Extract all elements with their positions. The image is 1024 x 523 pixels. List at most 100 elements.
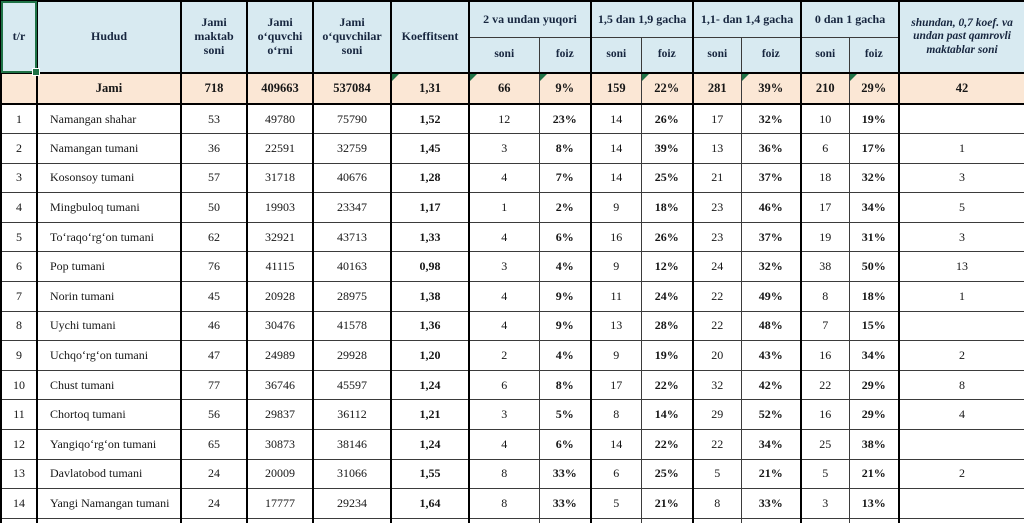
cell-s1114-foiz[interactable]: 52%	[740, 399, 802, 431]
header-group-15-19[interactable]: 1,5 dan 1,9 gacha	[590, 0, 694, 38]
cell-s01-soni[interactable]: 16	[800, 399, 850, 431]
cell-s1114-foiz[interactable]: 21%	[740, 458, 802, 490]
cell-s1519-soni[interactable]: 13	[590, 310, 642, 342]
cell-s1114-foiz[interactable]: 33%	[740, 488, 802, 519]
cell-s2plus-foiz[interactable]: 33%	[538, 488, 592, 519]
subheader-foiz[interactable]: foiz	[640, 37, 694, 74]
cell-s2plus-foiz[interactable]: 8%	[538, 133, 592, 164]
cell-s01-soni[interactable]: 18	[800, 162, 850, 194]
cell-oquvchi-orni[interactable]: 20928	[246, 281, 314, 312]
cell-s1519-soni[interactable]: 14	[590, 162, 642, 194]
cell-maktab-soni[interactable]: 77	[180, 369, 248, 401]
cell-past-maktablar[interactable]: 8	[898, 369, 1024, 401]
cell-tr[interactable]	[0, 72, 38, 105]
cell-oquvchi-orni[interactable]: 19903	[246, 192, 314, 223]
cell-s1519-soni[interactable]: 159	[590, 72, 642, 105]
cell-s1519-soni[interactable]: 17	[590, 369, 642, 401]
cell-s01-foiz[interactable]: 15%	[848, 310, 900, 342]
cell-s2plus-soni[interactable]: 66	[468, 72, 540, 105]
cell-s01-soni[interactable]: 210	[800, 72, 850, 105]
header-group-11-14[interactable]: 1,1- dan 1,4 gacha	[692, 0, 802, 38]
cell-maktab-soni[interactable]: 50	[180, 192, 248, 223]
cell-oquvchilar-soni[interactable]: 40676	[312, 162, 392, 194]
cell-hudud[interactable]	[36, 517, 182, 523]
cell-s1519-soni[interactable]: 6	[590, 458, 642, 490]
cell-s2plus-foiz[interactable]: 4%	[538, 340, 592, 371]
cell-oquvchi-orni[interactable]: 32921	[246, 221, 314, 253]
cell-s2plus-soni[interactable]: 2	[468, 340, 540, 371]
header-group-2plus[interactable]: 2 va undan yuqori	[467, 0, 592, 38]
subheader-foiz[interactable]: foiz	[848, 37, 900, 74]
cell-hudud[interactable]: Namangan shahar	[36, 103, 182, 135]
cell-s01-foiz[interactable]: 19%	[848, 103, 900, 135]
cell-koeffitsent[interactable]: 1,45	[390, 133, 470, 164]
cell-past-maktablar[interactable]: 3	[898, 162, 1024, 194]
cell-oquvchilar-soni[interactable]: 31066	[312, 458, 392, 490]
cell-oquvchilar-soni[interactable]: 40163	[312, 251, 392, 283]
cell-s1114-foiz[interactable]: 46%	[740, 192, 802, 223]
cell-maktab-soni[interactable]: 718	[180, 72, 248, 105]
cell-s01-soni[interactable]	[800, 517, 850, 523]
cell-oquvchilar-soni[interactable]: 75790	[312, 103, 392, 135]
cell-hudud[interactable]: Yangi Namangan tumani	[36, 488, 182, 519]
subheader-foiz[interactable]: foiz	[740, 37, 802, 74]
cell-past-maktablar[interactable]	[898, 488, 1024, 519]
cell-s2plus-foiz[interactable]: 7%	[538, 162, 592, 194]
cell-s1519-foiz[interactable]: 22%	[640, 429, 694, 460]
cell-tr[interactable]: 1	[0, 103, 38, 135]
cell-koeffitsent[interactable]: 1,31	[390, 72, 470, 105]
cell-past-maktablar[interactable]	[898, 517, 1024, 523]
cell-tr[interactable]: 7	[0, 281, 38, 312]
header-cell-hudud[interactable]: Hudud	[36, 0, 182, 74]
cell-s2plus-soni[interactable]: 4	[468, 310, 540, 342]
cell-past-maktablar[interactable]: 1	[898, 133, 1024, 164]
cell-oquvchilar-soni[interactable]: 41578	[312, 310, 392, 342]
cell-koeffitsent[interactable]: 1,28	[390, 162, 470, 194]
cell-oquvchilar-soni[interactable]: 28975	[312, 281, 392, 312]
cell-s1114-foiz[interactable]: 34%	[740, 429, 802, 460]
cell-s1114-soni[interactable]: 8	[692, 488, 742, 519]
cell-s1114-soni[interactable]: 20	[692, 340, 742, 371]
cell-past-maktablar[interactable]: 2	[898, 340, 1024, 371]
cell-s1519-foiz[interactable]: 26%	[640, 221, 694, 253]
cell-hudud[interactable]: Namangan tumani	[36, 133, 182, 164]
cell-maktab-soni[interactable]: 62	[180, 221, 248, 253]
cell-s1114-soni[interactable]: 29	[692, 399, 742, 431]
cell-s01-soni[interactable]: 17	[800, 192, 850, 223]
cell-s01-soni[interactable]: 6	[800, 133, 850, 164]
cell-hudud[interactable]: Yangiqo‘rg‘on tumani	[36, 429, 182, 460]
cell-maktab-soni[interactable]: 57	[180, 162, 248, 194]
header-cell-oquvchi-orni[interactable]: Jami o‘quvchi o‘rni	[246, 0, 314, 74]
cell-s01-foiz[interactable]: 21%	[848, 458, 900, 490]
subheader-soni[interactable]: soni	[800, 37, 850, 74]
cell-s1114-foiz[interactable]: 42%	[740, 369, 802, 401]
cell-s1519-foiz[interactable]: 22%	[640, 72, 694, 105]
cell-s1114-soni[interactable]: 32	[692, 369, 742, 401]
cell-koeffitsent[interactable]: 1,24	[390, 369, 470, 401]
cell-s1114-foiz[interactable]	[740, 517, 802, 523]
cell-koeffitsent[interactable]: 1,52	[390, 103, 470, 135]
cell-s1519-foiz[interactable]: 21%	[640, 488, 694, 519]
cell-oquvchi-orni[interactable]: 36746	[246, 369, 314, 401]
cell-s1114-soni[interactable]: 23	[692, 221, 742, 253]
cell-s2plus-soni[interactable]: 4	[468, 281, 540, 312]
cell-s01-soni[interactable]: 5	[800, 458, 850, 490]
cell-s1519-soni[interactable]: 9	[590, 192, 642, 223]
header-cell-maktab-soni[interactable]: Jami maktab soni	[180, 0, 248, 74]
cell-oquvchi-orni[interactable]: 30873	[246, 429, 314, 460]
subheader-soni[interactable]: soni	[692, 37, 742, 74]
cell-s1519-foiz[interactable]: 14%	[640, 399, 694, 431]
cell-s1114-foiz[interactable]: 43%	[740, 340, 802, 371]
cell-tr[interactable]	[0, 517, 38, 523]
cell-s2plus-soni[interactable]: 4	[468, 429, 540, 460]
cell-s2plus-foiz[interactable]: 33%	[538, 458, 592, 490]
cell-s2plus-soni[interactable]: 6	[468, 369, 540, 401]
cell-maktab-soni[interactable]: 76	[180, 251, 248, 283]
cell-s2plus-foiz[interactable]: 6%	[538, 221, 592, 253]
cell-past-maktablar[interactable]: 3	[898, 221, 1024, 253]
cell-s2plus-soni[interactable]: 4	[468, 221, 540, 253]
cell-s1519-foiz[interactable]: 18%	[640, 192, 694, 223]
cell-s2plus-soni[interactable]: 3	[468, 133, 540, 164]
cell-past-maktablar[interactable]: 42	[898, 72, 1024, 105]
cell-maktab-soni[interactable]: 46	[180, 310, 248, 342]
